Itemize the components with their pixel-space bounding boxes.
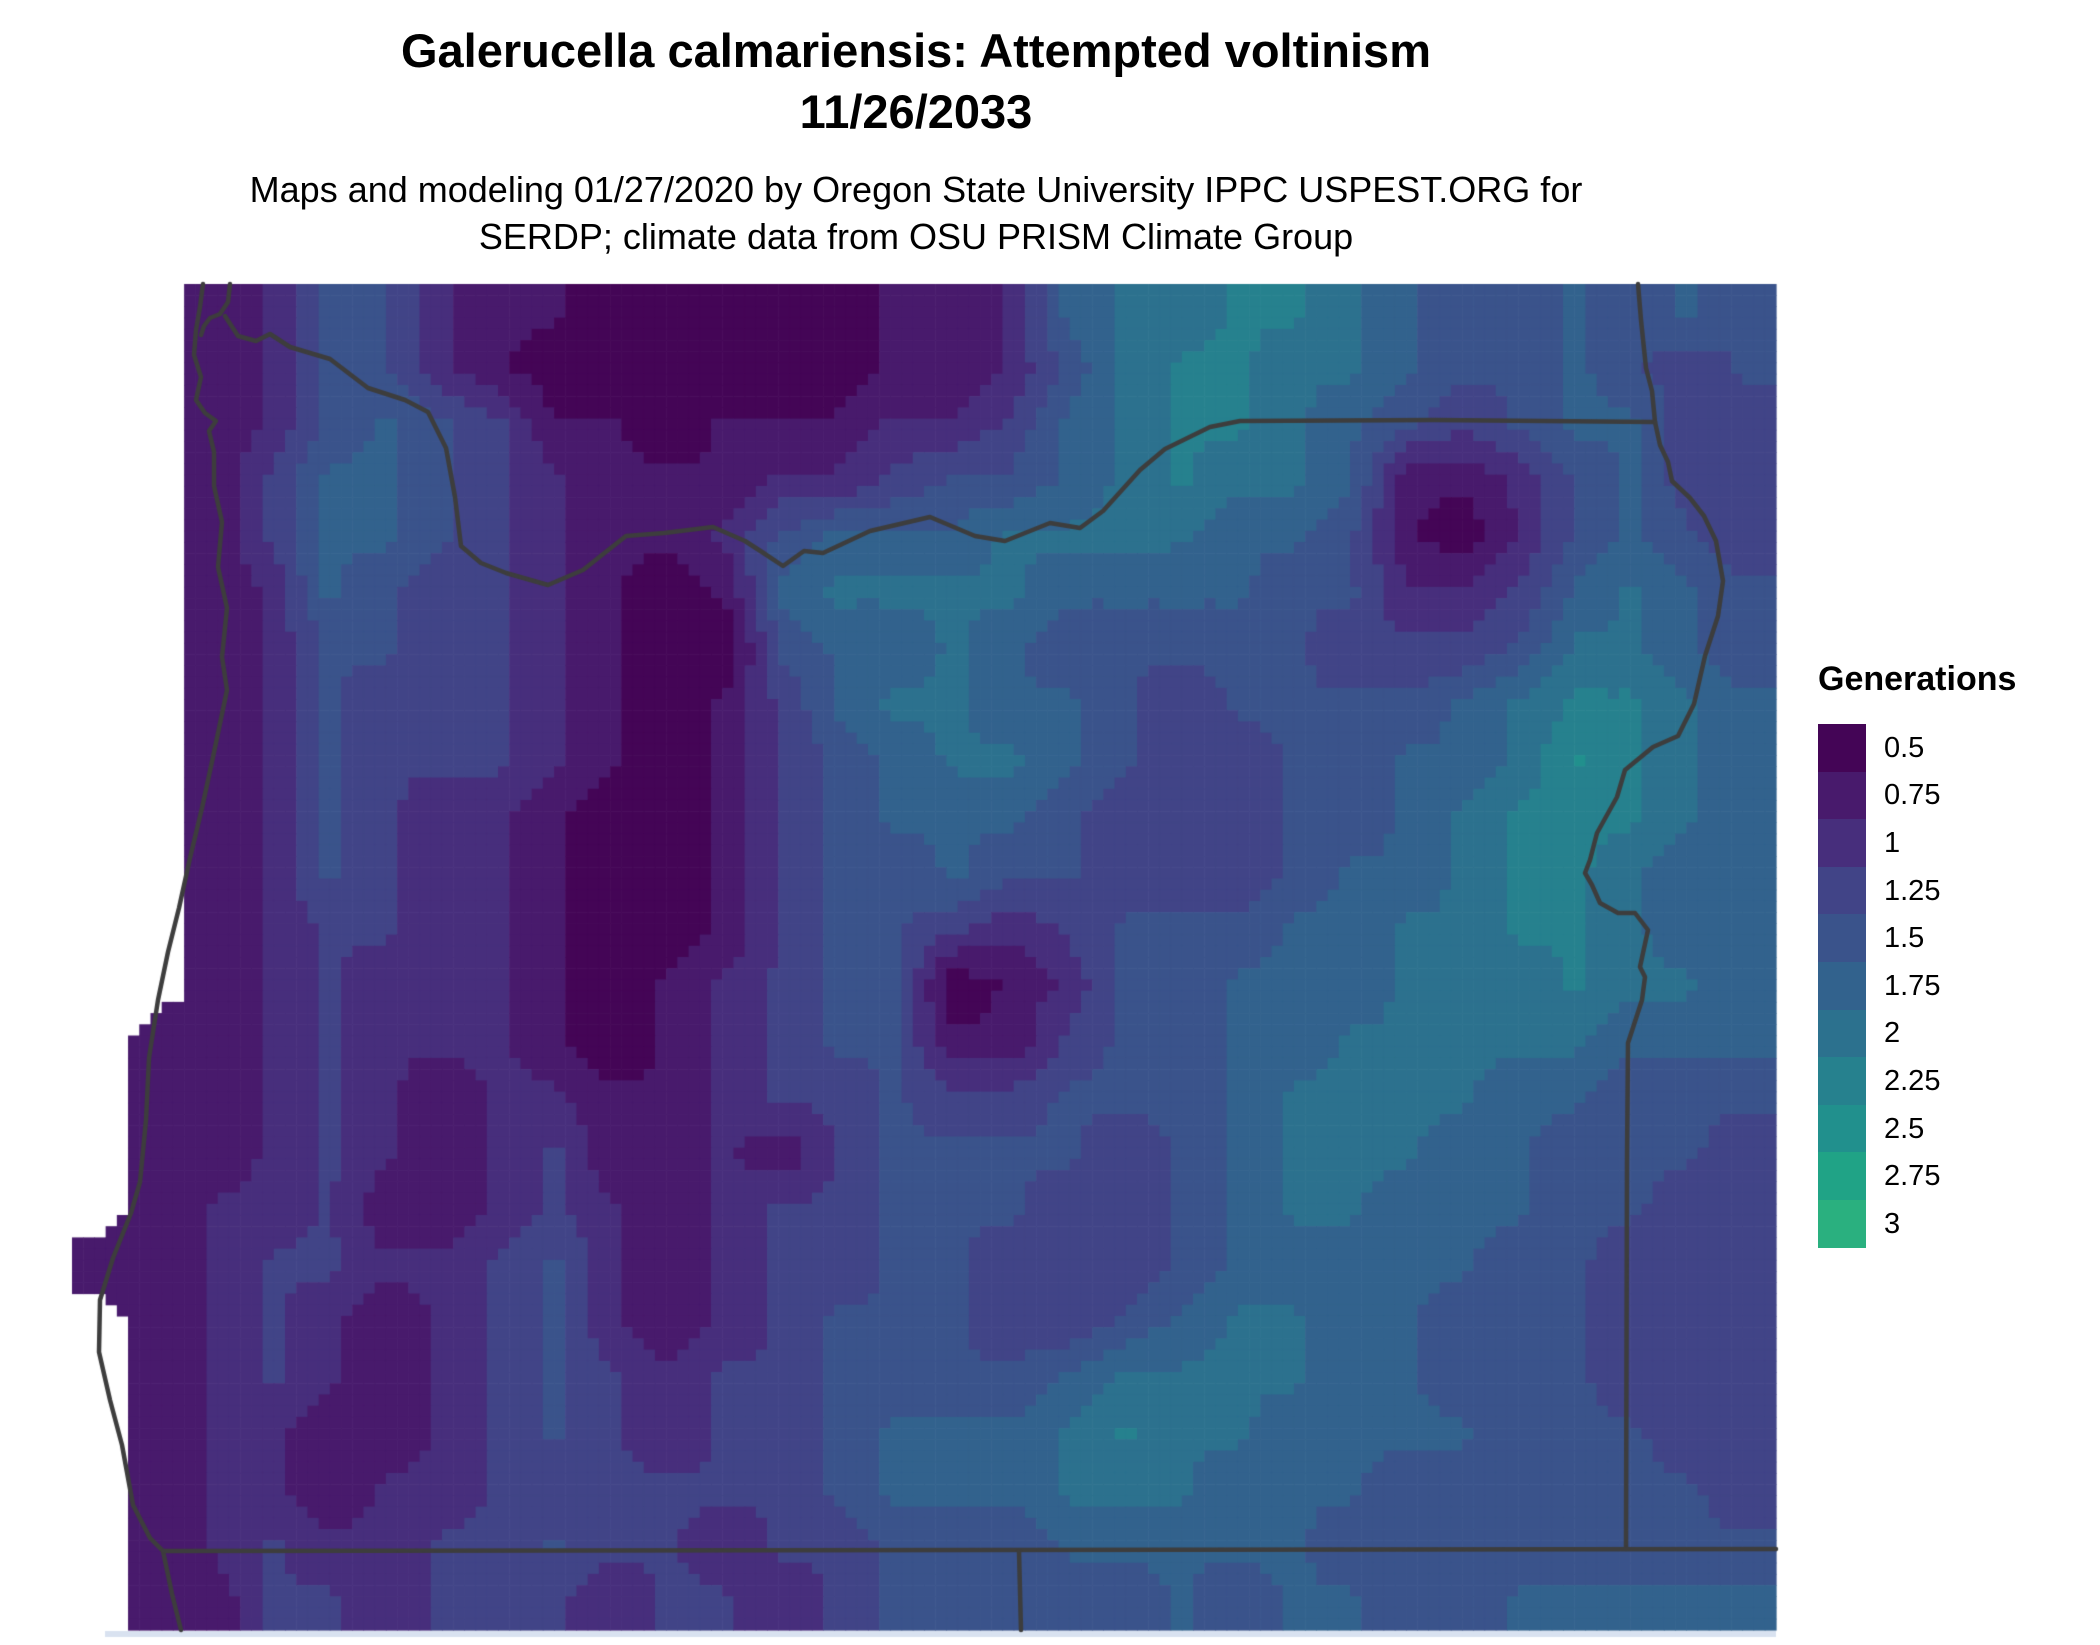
- legend-label: 2.75: [1884, 1160, 1941, 1193]
- legend-swatch: [1818, 1057, 1866, 1106]
- legend-swatch: [1818, 914, 1866, 963]
- legend-title: Generations: [1818, 660, 2017, 698]
- legend-swatch: [1818, 866, 1866, 915]
- title-line-2: 11/26/2033: [799, 85, 1033, 138]
- legend-label: 3: [1884, 1207, 1901, 1240]
- legend-label: 0.5: [1884, 731, 1925, 764]
- legend-label: 0.75: [1884, 779, 1941, 812]
- legend-swatch: [1818, 1009, 1866, 1058]
- page-title: Galerucella calmariensis: Attempted volt…: [0, 20, 1832, 142]
- legend-label: 1.75: [1884, 969, 1941, 1002]
- subtitle-line-2: SERDP; climate data from OSU PRISM Clima…: [478, 216, 1354, 257]
- legend-swatch: [1818, 1152, 1866, 1201]
- legend-label: 1.5: [1884, 922, 1925, 955]
- legend-label: 2.5: [1884, 1112, 1925, 1145]
- legend: Generations 0.5 0.75 1 1.25 1.5 1.75 2 2.25 2.5 2…: [1818, 660, 2100, 1249]
- title-line-1: Galerucella calmariensis: Attempted volt…: [400, 24, 1431, 77]
- legend-label: 1: [1884, 827, 1901, 859]
- legend-label: 2.25: [1884, 1065, 1941, 1097]
- legend-swatch: [1818, 962, 1866, 1011]
- legend-label: 1.25: [1884, 874, 1941, 907]
- legend-label: 2: [1884, 1017, 1901, 1050]
- legend-swatch: [1818, 1200, 1866, 1249]
- legend-swatch: [1818, 771, 1866, 820]
- subtitle-line-1: Maps and modeling 01/27/2020 by Oregon S…: [249, 169, 1583, 210]
- legend-swatch: [1818, 1104, 1866, 1153]
- page-subtitle: Maps and modeling 01/27/2020 by Oregon S…: [0, 166, 1832, 260]
- legend-swatch: [1818, 819, 1866, 868]
- legend-swatch: [1818, 724, 1866, 773]
